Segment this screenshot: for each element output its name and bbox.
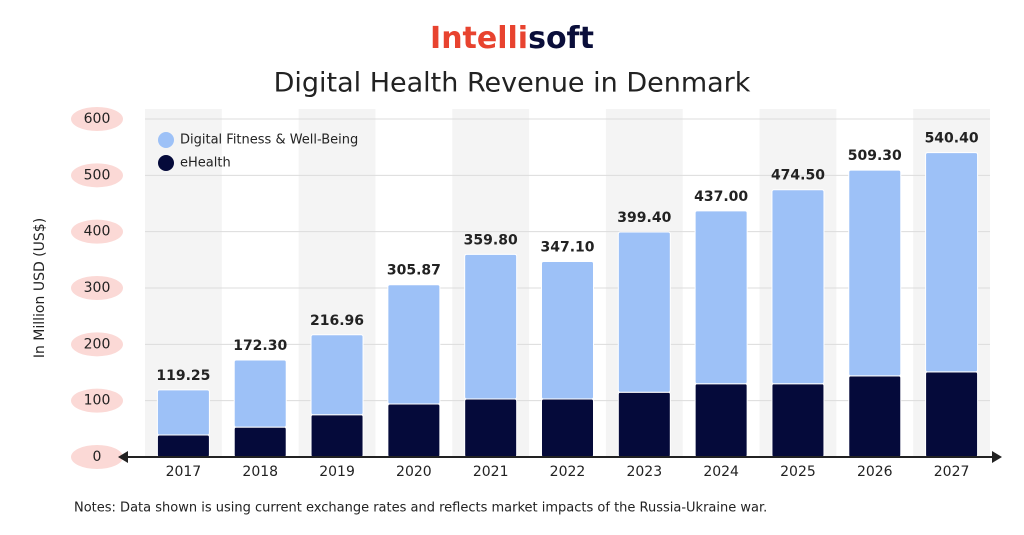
total-label: 509.30 xyxy=(848,148,902,164)
total-label: 216.96 xyxy=(310,313,364,329)
bar-segment xyxy=(771,189,825,385)
bar-segment xyxy=(156,389,210,436)
x-tick-label: 2019 xyxy=(319,464,355,480)
logo: Intellisoft xyxy=(430,21,594,56)
total-label: 359.80 xyxy=(464,232,518,248)
y-tick-label: 600 xyxy=(84,111,111,127)
y-tick-label: 500 xyxy=(84,167,111,183)
x-tick-label: 2017 xyxy=(166,464,202,480)
bar-segment xyxy=(771,383,825,458)
y-tick-label: 400 xyxy=(84,224,111,240)
total-label: 347.10 xyxy=(540,239,594,255)
logo-part: soft xyxy=(528,21,594,56)
x-tick-label: 2021 xyxy=(473,464,509,480)
tick-badge xyxy=(71,107,123,131)
tick-badge xyxy=(71,276,123,300)
total-label: 437.00 xyxy=(694,189,748,205)
x-tick-label: 2022 xyxy=(550,464,586,480)
bar-segment xyxy=(464,253,518,400)
tick-badge xyxy=(71,388,123,413)
x-tick-label: 2027 xyxy=(934,464,970,480)
bar-segment xyxy=(310,414,364,458)
tick-badge xyxy=(71,445,123,469)
total-label: 540.40 xyxy=(925,131,979,147)
bar-segment xyxy=(617,391,671,458)
legend-label: Digital Fitness & Well-Being xyxy=(180,133,358,148)
total-label: 172.30 xyxy=(233,338,287,354)
y-tick-label: 100 xyxy=(84,393,111,409)
bar-segment xyxy=(541,260,594,400)
y-tick-label: 200 xyxy=(84,336,111,352)
y-tick-label: 300 xyxy=(84,280,111,296)
bar-segment xyxy=(617,231,671,393)
total-label: 399.40 xyxy=(617,210,671,226)
tick-badge xyxy=(71,332,123,357)
bar-segment xyxy=(233,359,287,428)
total-label: 305.87 xyxy=(387,263,441,279)
bar-segment xyxy=(694,210,748,385)
chart-title: Digital Health Revenue in Denmark xyxy=(274,68,751,99)
bar-segment xyxy=(387,284,441,405)
legend-swatch xyxy=(158,132,174,148)
bar-segment xyxy=(541,398,594,458)
x-tick-label: 2018 xyxy=(242,464,278,480)
bar-segment xyxy=(848,169,902,377)
bar-segment xyxy=(694,383,748,458)
bar-segment xyxy=(464,398,518,458)
tick-badge xyxy=(71,219,123,244)
axis-arrow xyxy=(992,451,1002,463)
legend-label: eHealth xyxy=(180,156,231,171)
bar-segment xyxy=(848,375,902,458)
legend-swatch xyxy=(158,155,174,171)
x-tick-label: 2023 xyxy=(626,464,662,480)
bar-segment xyxy=(156,434,210,458)
bar-segment xyxy=(233,426,287,458)
y-axis-label: In Million USD (US$) xyxy=(32,218,48,358)
y-tick-label: 0 xyxy=(93,449,102,465)
axis-arrow xyxy=(118,451,128,463)
bar-segment xyxy=(310,334,364,416)
total-label: 474.50 xyxy=(771,168,825,184)
bar-segment xyxy=(925,152,979,373)
tick-badge xyxy=(71,163,123,188)
x-tick-label: 2020 xyxy=(396,464,432,480)
bar-segment xyxy=(925,371,979,458)
x-tick-label: 2024 xyxy=(703,464,739,480)
note: Notes: Data shown is using current excha… xyxy=(74,501,767,516)
logo-part: Intelli xyxy=(430,21,528,56)
x-tick-label: 2026 xyxy=(857,464,893,480)
total-label: 119.25 xyxy=(156,368,210,384)
bar-segment xyxy=(387,403,441,458)
x-tick-label: 2025 xyxy=(780,464,816,480)
